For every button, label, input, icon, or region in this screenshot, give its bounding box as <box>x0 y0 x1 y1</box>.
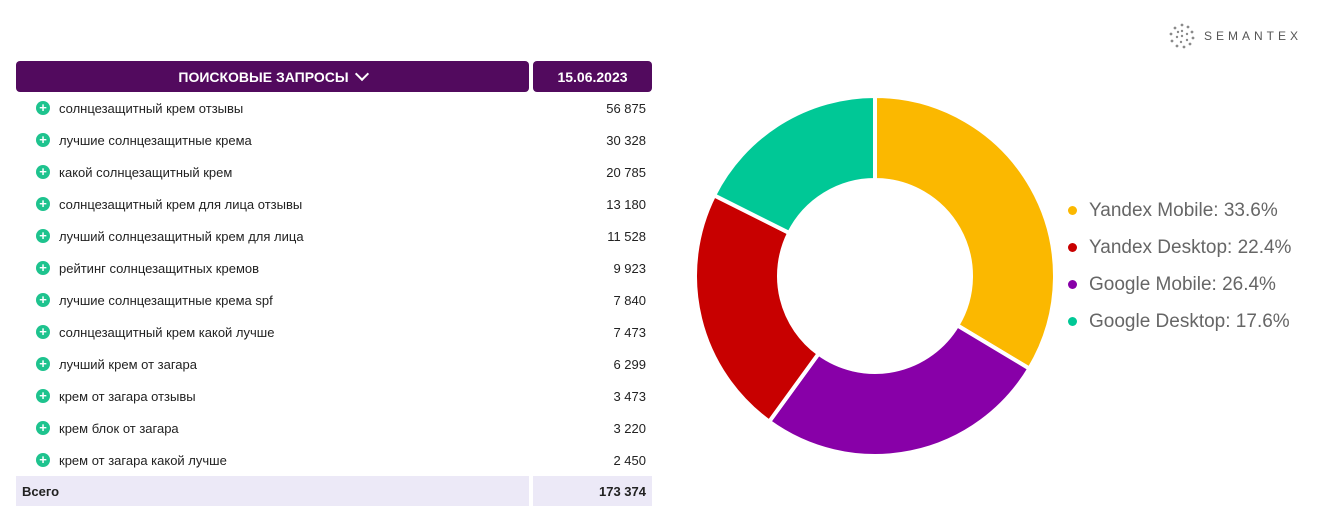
table-row: + солнцезащитный крем для лица отзывы 13 1… <box>16 188 652 220</box>
legend-dot-icon <box>1068 206 1077 215</box>
expand-plus-icon[interactable]: + <box>36 197 50 211</box>
query-count: 30 328 <box>606 132 646 148</box>
legend-label: Google Desktop: 17.6% <box>1089 310 1290 332</box>
query-text: какой солнцезащитный крем <box>59 164 233 180</box>
query-count: 56 875 <box>606 100 646 116</box>
query-count: 2 450 <box>613 452 646 468</box>
query-text: крем от загара отзывы <box>59 388 196 404</box>
legend-item: Yandex Desktop: 22.4% <box>1068 229 1291 266</box>
table-row: + крем от загара отзывы 3 473 <box>16 380 652 412</box>
brand-logo: SEMANTEX <box>1168 22 1302 50</box>
donut-slice <box>766 322 1033 458</box>
table-row: + крем от загара какой лучше 2 450 <box>16 444 652 476</box>
total-value: 173 374 <box>533 476 652 506</box>
legend-label: Yandex Mobile: 33.6% <box>1089 199 1278 221</box>
table-row: + лучший солнцезащитный крем для лица 11 5… <box>16 220 652 252</box>
semantex-logo-icon <box>1169 23 1195 49</box>
donut-slice <box>873 93 1057 372</box>
table-row: + лучшие солнцезащитные крема spf 7 840 <box>16 284 652 316</box>
query-cell: + крем от загара какой лучше <box>16 453 529 468</box>
expand-plus-icon[interactable]: + <box>36 165 50 179</box>
legend-item: Google Mobile: 26.4% <box>1068 266 1291 303</box>
query-text: лучший крем от загара <box>59 356 197 372</box>
expand-plus-icon[interactable]: + <box>36 453 50 467</box>
query-text: лучшие солнцезащитные крема <box>59 132 252 148</box>
query-text: рейтинг солнцезащитных кремов <box>59 260 260 276</box>
query-cell: + крем от загара отзывы <box>16 389 529 404</box>
table-row: + солнцезащитный крем какой лучше 7 473 <box>16 316 652 348</box>
date-column-header: 15.06.2023 <box>533 61 652 92</box>
query-text: солнцезащитный крем отзывы <box>59 100 244 116</box>
expand-plus-icon[interactable]: + <box>36 261 50 275</box>
table-row: + рейтинг солнцезащитных кремов 9 923 <box>16 252 652 284</box>
legend-dot-icon <box>1068 243 1077 252</box>
chevron-down-icon <box>354 66 369 81</box>
query-cell: + крем блок от загара <box>16 421 529 436</box>
expand-plus-icon[interactable]: + <box>36 421 50 435</box>
query-count: 7 473 <box>613 324 646 340</box>
table-header: ПОИСКОВЫЕ ЗАПРОСЫ 15.06.2023 <box>16 61 652 92</box>
query-text: лучшие солнцезащитные крема spf <box>59 292 273 308</box>
query-count: 13 180 <box>606 196 646 212</box>
query-cell: + какой солнцезащитный крем <box>16 165 529 180</box>
legend-dot-icon <box>1068 280 1077 289</box>
query-count: 20 785 <box>606 164 646 180</box>
legend-label: Yandex Desktop: 22.4% <box>1089 236 1292 258</box>
query-cell: + лучшие солнцезащитные крема <box>16 133 529 148</box>
donut-slice <box>693 192 822 425</box>
legend-item: Yandex Mobile: 33.6% <box>1068 192 1291 229</box>
query-count: 3 473 <box>613 388 646 404</box>
table-body: + солнцезащитный крем отзывы 56 875 + лучшие… <box>16 92 652 476</box>
brand-name: SEMANTEX <box>1204 29 1303 43</box>
query-text: крем от загара какой лучше <box>59 452 227 468</box>
query-text: солнцезащитный крем для лица отзывы <box>59 196 303 212</box>
queries-header-label: ПОИСКОВЫЕ ЗАПРОСЫ <box>178 68 349 85</box>
query-cell: + лучший солнцезащитный крем для лица <box>16 229 529 244</box>
expand-plus-icon[interactable]: + <box>36 133 50 147</box>
expand-plus-icon[interactable]: + <box>36 357 50 371</box>
legend-label: Google Mobile: 26.4% <box>1089 273 1276 295</box>
query-text: солнцезащитный крем какой лучше <box>59 324 275 340</box>
query-cell: + рейтинг солнцезащитных кремов <box>16 261 529 276</box>
table-row: + какой солнцезащитный крем 20 785 <box>16 156 652 188</box>
queries-table: ПОИСКОВЫЕ ЗАПРОСЫ 15.06.2023 + солнцезащи… <box>16 61 652 506</box>
query-count: 11 528 <box>607 228 646 244</box>
expand-plus-icon[interactable]: + <box>36 101 50 115</box>
traffic-share-donut-chart <box>693 93 1057 458</box>
queries-column-header[interactable]: ПОИСКОВЫЕ ЗАПРОСЫ <box>16 61 529 92</box>
query-count: 9 923 <box>613 260 646 276</box>
donut-slice <box>711 93 877 236</box>
table-row: + лучшие солнцезащитные крема 30 328 <box>16 124 652 156</box>
query-cell: + солнцезащитный крем какой лучше <box>16 325 529 340</box>
query-cell: + лучший крем от загара <box>16 357 529 372</box>
total-label: Всего <box>16 476 529 506</box>
legend-dot-icon <box>1068 317 1077 326</box>
table-row: + лучший крем от загара 6 299 <box>16 348 652 380</box>
query-text: лучший солнцезащитный крем для лица <box>59 228 304 244</box>
legend-item: Google Desktop: 17.6% <box>1068 303 1291 340</box>
query-cell: + солнцезащитный крем для лица отзывы <box>16 197 529 212</box>
table-row: + крем блок от загара 3 220 <box>16 412 652 444</box>
chart-legend: Yandex Mobile: 33.6% Yandex Desktop: 22.4… <box>1068 192 1291 340</box>
expand-plus-icon[interactable]: + <box>36 293 50 307</box>
table-row: + солнцезащитный крем отзывы 56 875 <box>16 92 652 124</box>
expand-plus-icon[interactable]: + <box>36 389 50 403</box>
query-cell: + солнцезащитный крем отзывы <box>16 101 529 116</box>
total-row: Всего 173 374 <box>16 476 652 506</box>
expand-plus-icon[interactable]: + <box>36 325 50 339</box>
query-count: 3 220 <box>613 420 646 436</box>
expand-plus-icon[interactable]: + <box>36 229 50 243</box>
query-count: 7 840 <box>613 292 646 308</box>
date-header-label: 15.06.2023 <box>557 68 628 85</box>
query-text: крем блок от загара <box>59 420 179 436</box>
query-count: 6 299 <box>613 356 646 372</box>
query-cell: + лучшие солнцезащитные крема spf <box>16 293 529 308</box>
